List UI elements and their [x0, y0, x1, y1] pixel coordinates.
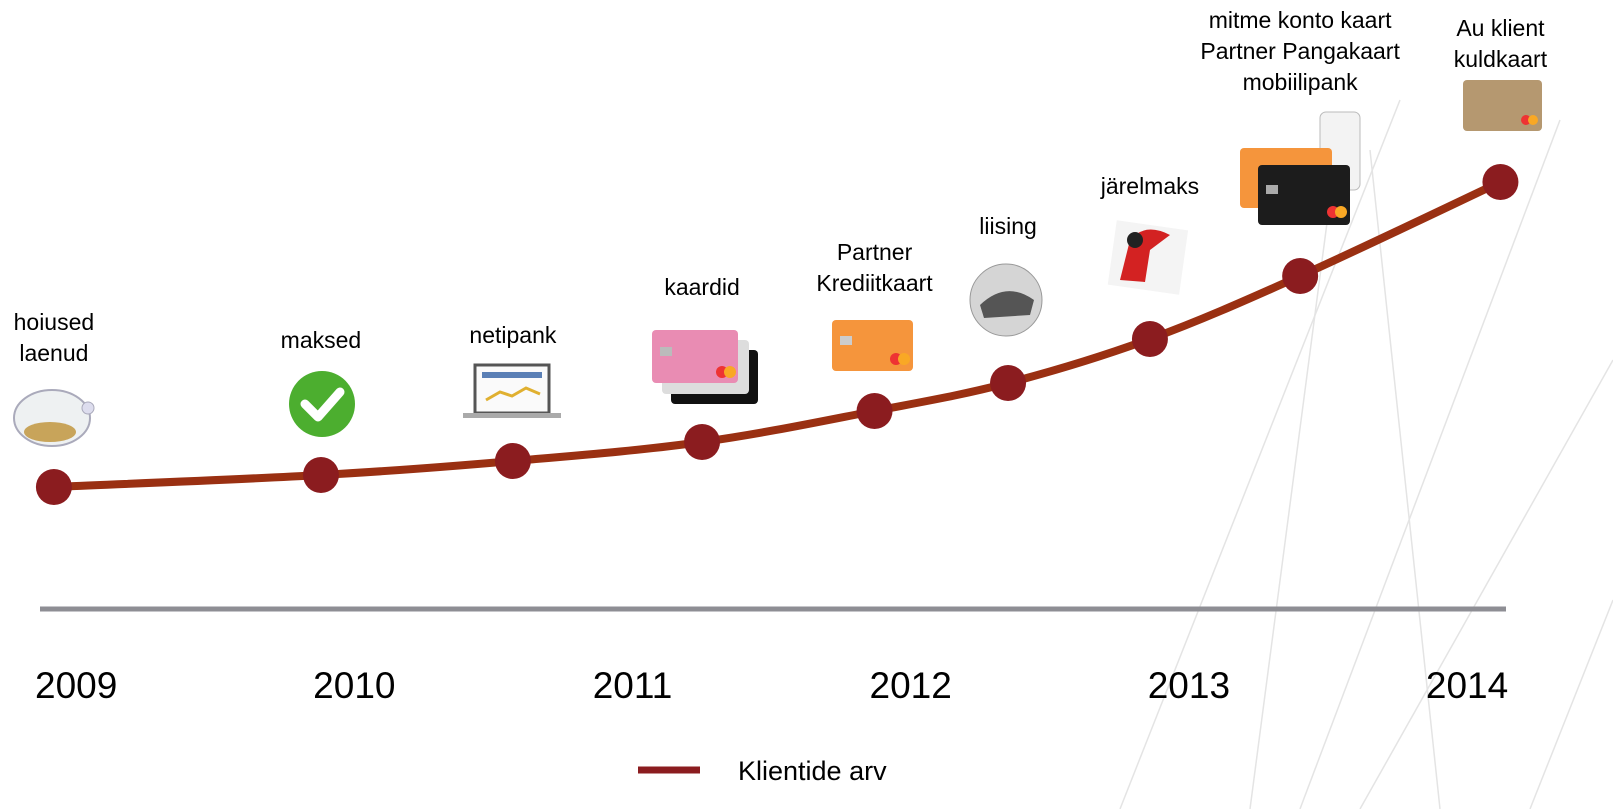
point: [1131, 321, 1168, 357]
icon-gold-card: [1463, 80, 1542, 131]
background-lines: [1119, 99, 1613, 809]
icon-credit-card: [832, 320, 913, 371]
annotation: järelmaks: [1100, 173, 1199, 199]
icon-laptop: [463, 363, 561, 418]
point: [35, 469, 72, 505]
annotation: mobiilipank: [1243, 69, 1359, 95]
point: [684, 424, 721, 460]
point: [1282, 258, 1319, 294]
annotation: kuldkaart: [1454, 46, 1548, 72]
point: [990, 365, 1027, 401]
icon-piggy-bank: [13, 389, 95, 447]
x-tick-label: 2012: [870, 665, 952, 706]
annotation: maksed: [281, 327, 362, 353]
annotation: kaardid: [664, 274, 739, 300]
annotation: mitme konto kaart: [1209, 7, 1392, 33]
icon-cards: [652, 330, 758, 404]
series-line: [53, 178, 1503, 491]
annotation: netipank: [469, 322, 556, 348]
annotation: liising: [979, 213, 1037, 239]
annotation: hoiused: [14, 309, 95, 335]
point: [856, 393, 893, 429]
legend-label: Klientide arv: [738, 756, 887, 786]
x-tick-label: 2013: [1148, 665, 1230, 706]
x-tick-label: 2009: [35, 665, 117, 706]
annotation: Partner Pangakaart: [1200, 38, 1400, 64]
icon-cards-phone: [1240, 111, 1361, 225]
icon-installment: [1107, 220, 1189, 295]
icon-check: [289, 371, 355, 437]
x-tick-label: 2011: [593, 665, 673, 706]
annotation: Krediitkaart: [816, 270, 933, 296]
x-tick-label: 2010: [313, 665, 395, 706]
point: [494, 443, 531, 479]
x-tick-label: 2014: [1426, 665, 1508, 706]
annotation: laenud: [19, 340, 88, 366]
legend: Klientide arv: [638, 756, 887, 786]
icon-leasing: [969, 263, 1043, 337]
annotation: Au klient: [1456, 15, 1545, 41]
point: [1482, 164, 1519, 200]
point: [302, 457, 339, 493]
annotation: Partner: [837, 239, 913, 265]
